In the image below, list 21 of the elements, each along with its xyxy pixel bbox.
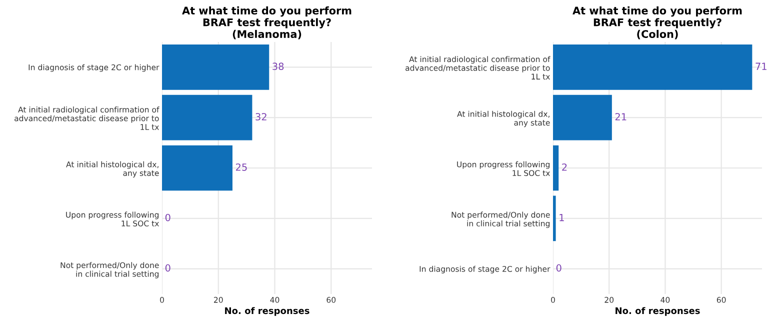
x-axis-title: No. of responses [616, 307, 700, 316]
bar [162, 145, 232, 191]
data-label: 0 [165, 214, 170, 222]
chart-title: At what time do you perform BRAF test frequently? (Colon) [572, 6, 742, 40]
bar [162, 94, 252, 140]
bar [553, 145, 559, 191]
data-label: 1 [560, 214, 564, 222]
bar [162, 44, 270, 90]
data-label: 21 [615, 113, 626, 120]
data-label: 71 [756, 62, 766, 70]
bar [553, 196, 556, 242]
data-label: 32 [256, 113, 266, 120]
data-label: 25 [236, 163, 247, 171]
x-axis-title: No. of responses [225, 307, 310, 316]
bar [553, 44, 752, 90]
data-label: 0 [165, 264, 170, 272]
bar [553, 94, 612, 140]
chart-title: At what time do you perform BRAF test frequently? (Melanoma) [182, 6, 352, 40]
data-label: 2 [562, 163, 567, 171]
data-label: 38 [272, 62, 284, 70]
data-label: 0 [556, 264, 562, 272]
